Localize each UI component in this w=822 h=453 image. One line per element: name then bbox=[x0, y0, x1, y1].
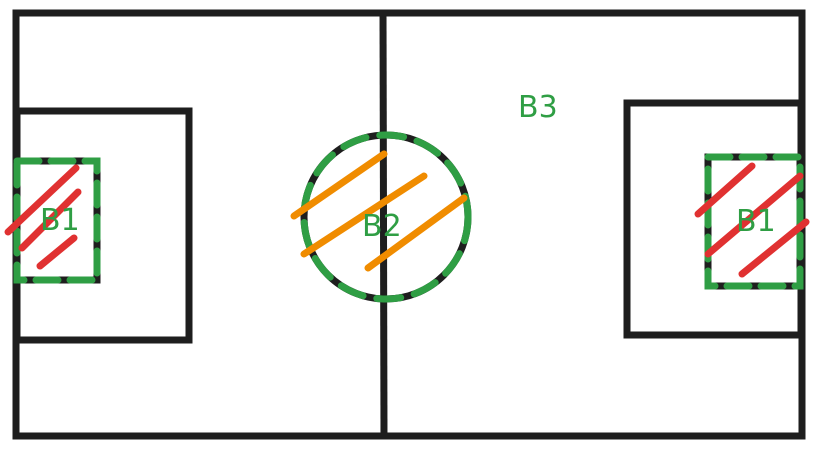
hatch-b1-right bbox=[694, 162, 810, 278]
zone-b1-right bbox=[694, 153, 810, 290]
midline bbox=[379, 10, 388, 439]
field-outline bbox=[12, 9, 806, 440]
zone-b1-right-border bbox=[704, 153, 804, 290]
label-b2-center: B2 bbox=[362, 209, 402, 244]
zone-b2-center bbox=[290, 131, 472, 303]
zone-b2-border bbox=[300, 131, 472, 303]
zone-b1-left bbox=[4, 157, 101, 284]
label-b1-right: B1 bbox=[736, 204, 776, 239]
label-b3-field: B3 bbox=[518, 90, 558, 125]
hatch-b2 bbox=[290, 150, 468, 272]
hatch-b1-left bbox=[4, 164, 82, 270]
label-b1-left: B1 bbox=[40, 203, 80, 238]
